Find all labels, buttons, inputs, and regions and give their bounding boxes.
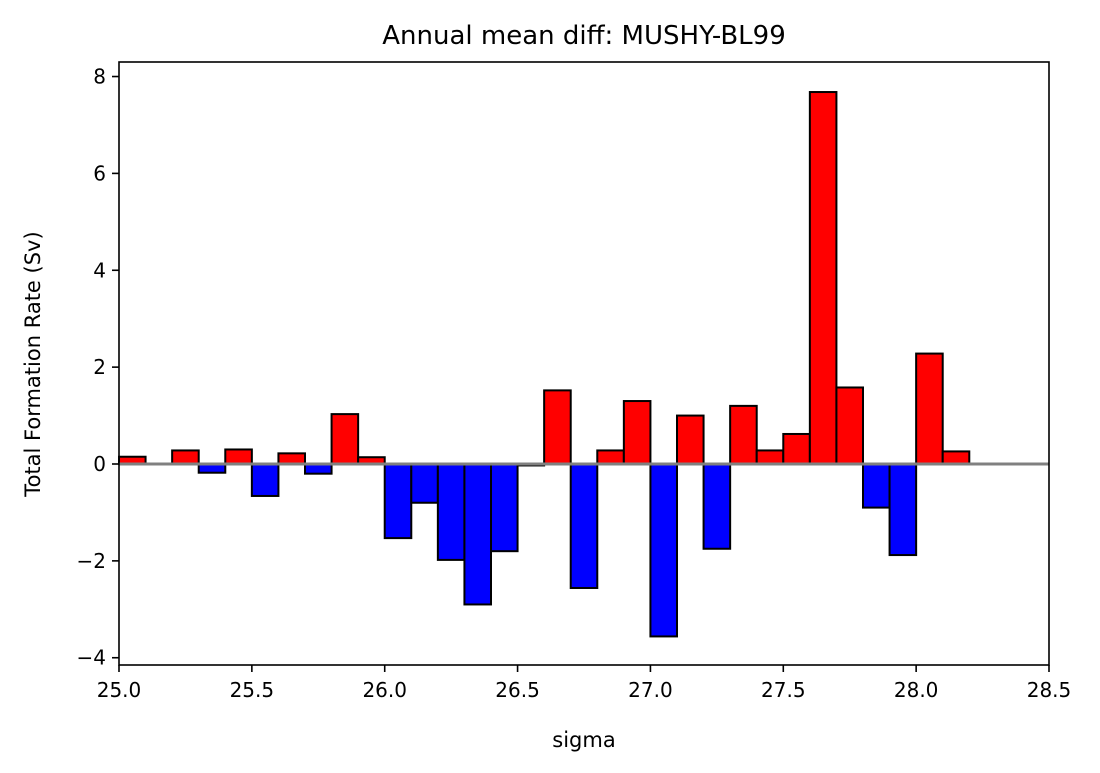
bar: [543, 389, 572, 466]
x-tick-label: 26.5: [495, 678, 540, 702]
bar: [596, 449, 625, 466]
y-axis-label: Total Formation Rate (Sv): [21, 231, 45, 497]
bar: [808, 91, 838, 465]
x-axis-ticks: 25.0 25.5 26.0 26.5 27.0 27.5 28.0 28.5: [97, 665, 1072, 702]
bar: [171, 449, 200, 466]
y-tick-label: 6: [93, 161, 106, 185]
bar: [755, 449, 785, 466]
x-tick-label: 26.0: [362, 678, 407, 702]
bar: [676, 414, 705, 465]
x-tick-label: 27.5: [761, 678, 806, 702]
chart-title: Annual mean diff: MUSHY-BL99: [382, 21, 785, 51]
bar: [649, 463, 679, 638]
bar: [835, 386, 865, 465]
x-tick-label: 25.5: [230, 678, 275, 702]
bar: [622, 400, 652, 465]
bar: [862, 463, 891, 509]
y-tick-label: −4: [77, 646, 106, 670]
bar: [436, 463, 466, 561]
bar: [224, 448, 253, 465]
y-tick-label: 4: [93, 258, 106, 282]
bar: [915, 352, 944, 465]
y-tick-label: 8: [93, 65, 106, 89]
bar: [702, 463, 732, 550]
y-tick-label: −2: [77, 549, 106, 573]
x-tick-label: 25.0: [97, 678, 142, 702]
bar: [782, 432, 811, 465]
bar: [569, 463, 599, 589]
bar: [250, 463, 280, 497]
bar: [463, 463, 492, 606]
bar: [383, 463, 413, 540]
x-axis-label: sigma: [552, 728, 615, 752]
bar: [490, 463, 519, 553]
y-tick-label: 2: [93, 355, 106, 379]
bar: [729, 404, 758, 465]
bars: [118, 91, 971, 638]
bar: [888, 463, 918, 557]
x-tick-label: 28.0: [894, 678, 939, 702]
x-tick-label: 27.0: [628, 678, 673, 702]
bar: [941, 450, 971, 465]
bar: [410, 463, 439, 504]
y-axis-ticks: −4 −2 0 2 4 6 8: [77, 65, 119, 670]
bar: [330, 413, 360, 465]
y-tick-label: 0: [93, 452, 106, 476]
x-tick-label: 28.5: [1027, 678, 1072, 702]
plot-area-frame: [118, 61, 1050, 666]
bar: [277, 452, 306, 465]
